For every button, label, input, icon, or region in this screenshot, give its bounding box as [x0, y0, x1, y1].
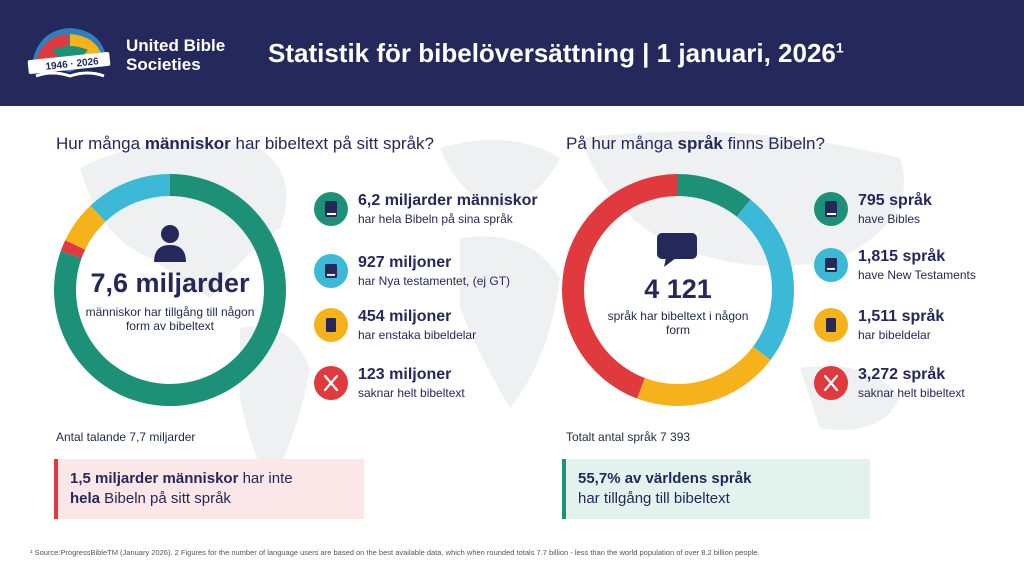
logo-line-2: Societies [126, 55, 201, 74]
legend-title: 123 miljoner [358, 366, 452, 383]
left-question-post: har bibeltext på sitt språk? [230, 134, 434, 153]
legend-sub: har bibeldelar [858, 328, 931, 342]
right-total-note: Totalt antal språk 7 393 [566, 430, 691, 444]
right-question-post: finns Bibeln? [722, 134, 825, 153]
person-icon [154, 225, 186, 262]
right-question: På hur många språk finns Bibeln? [566, 134, 825, 154]
legend-title: 1,815 språk [858, 248, 946, 265]
legend-title: 6,2 miljarder människor [358, 192, 538, 209]
languages-donut-chart [562, 174, 794, 406]
left-center-label: 7,6 miljarder människor har tillgång til… [80, 220, 260, 333]
left-total-note: Antal talande 7,7 miljarder [56, 430, 196, 444]
legend-sub: har enstaka bibeldelar [358, 328, 477, 342]
left-callout-bold-1: 1,5 miljarder människor [70, 470, 239, 487]
legend-title: 927 miljoner [358, 254, 452, 271]
donut-slice-nya-testamentet [90, 174, 170, 222]
booklet-icon [314, 308, 348, 342]
logo-text: United Bible Societies [126, 36, 225, 74]
speech-bubble-icon [657, 233, 697, 267]
bible-icon [814, 192, 848, 226]
left-callout-text-1: har inte [238, 470, 293, 487]
legend-title: 454 miljoner [358, 308, 452, 325]
right-center-text: språk har bibeltext i någon form [607, 309, 749, 337]
donut-slice-saknar-bibeltext [60, 240, 86, 259]
title-footnote-mark: 1 [835, 39, 844, 56]
left-legend-item-portions: 454 miljoner har enstaka bibeldelar [314, 308, 554, 352]
right-legend-item-portions: 1,511 språk har bibeldelar [814, 308, 1024, 352]
right-question-pre: På hur många [566, 134, 678, 153]
right-question-bold: språk [677, 134, 723, 153]
left-callout-line-2: hela Bibeln på sitt språk [70, 489, 352, 509]
left-center-text: människor har tillgång till någon form a… [85, 305, 255, 333]
right-legend-item-nt: 1,815 språk have New Testaments [814, 248, 1024, 292]
legend-sub: har hela Bibeln på sina språk [358, 212, 513, 226]
right-callout-bold: 55,7% av världens språk [578, 470, 752, 487]
legend-title: 3,272 språk [858, 366, 946, 383]
logo-line-1: United Bible [126, 36, 226, 55]
legend-sub: saknar helt bibeltext [858, 386, 965, 400]
left-legend-item-bible: 6,2 miljarder människor har hela Bibeln … [314, 192, 554, 236]
legend-sub: have New Testaments [858, 268, 976, 282]
donut-slice-saknar-bibeltext [562, 174, 678, 399]
cross-icon [814, 366, 848, 400]
book-icon [814, 248, 848, 282]
right-legend-item-none: 3,272 språk saknar helt bibeltext [814, 366, 1024, 410]
legend-title: 795 språk [858, 192, 932, 209]
logo-years: 1946 · 2026 [45, 56, 100, 70]
header-bar: 1946 · 2026 United Bible Societies Stati… [0, 0, 1024, 106]
donut-slice-nya-testamentet [736, 199, 794, 360]
right-center-value: 4 121 [644, 274, 712, 304]
right-callout: 55,7% av världens språk har tillgång til… [562, 459, 870, 519]
left-question: Hur många människor har bibeltext på sit… [56, 134, 434, 154]
source-footnote: ¹ Source:ProgressBibleTM (January 2026).… [30, 548, 760, 557]
right-legend-item-bible: 795 språk have Bibles [814, 192, 1024, 236]
page-title-text: Statistik för bibelöversättning | 1 janu… [268, 38, 836, 68]
booklet-icon [814, 308, 848, 342]
left-question-bold: människor [144, 134, 231, 153]
united-bible-societies-logo[interactable]: 1946 · 2026 United Bible Societies [22, 20, 232, 86]
legend-sub: saknar helt bibeltext [358, 386, 465, 400]
left-callout-bold-2: hela [70, 490, 101, 507]
donut-slice-bibeldelar [637, 346, 771, 406]
left-callout: 1,5 miljarder människor har inte hela Bi… [54, 459, 364, 519]
right-center-label: 4 121 språk har bibeltext i någon form [598, 230, 758, 337]
book-icon [314, 254, 348, 288]
left-legend-item-nt: 927 miljoner har Nya testamentet, (ej GT… [314, 254, 554, 298]
globe-bible-logo-icon [27, 28, 111, 78]
right-callout-line-1: 55,7% av världens språk [578, 469, 858, 489]
legend-sub: have Bibles [858, 212, 921, 226]
legend-title: 1,511 språk [858, 308, 945, 325]
page-title: Statistik för bibelöversättning | 1 janu… [268, 38, 844, 69]
donut-slice-bibeln [678, 174, 751, 217]
people-donut-chart [54, 174, 286, 406]
left-callout-text-2: Bibeln på sitt språk [100, 490, 231, 507]
donut-slice-bibeldelar [65, 205, 106, 250]
left-question-pre: Hur många [56, 134, 145, 153]
legend-sub: har Nya testamentet, (ej GT) [358, 274, 511, 288]
cross-icon [314, 366, 348, 400]
left-legend-item-none: 123 miljoner saknar helt bibeltext [314, 366, 554, 410]
left-center-value: 7,6 miljarder [90, 268, 250, 298]
bible-icon [314, 192, 348, 226]
right-callout-line-2: har tillgång till bibeltext [578, 490, 730, 507]
left-callout-line-1: 1,5 miljarder människor har inte [70, 469, 352, 489]
